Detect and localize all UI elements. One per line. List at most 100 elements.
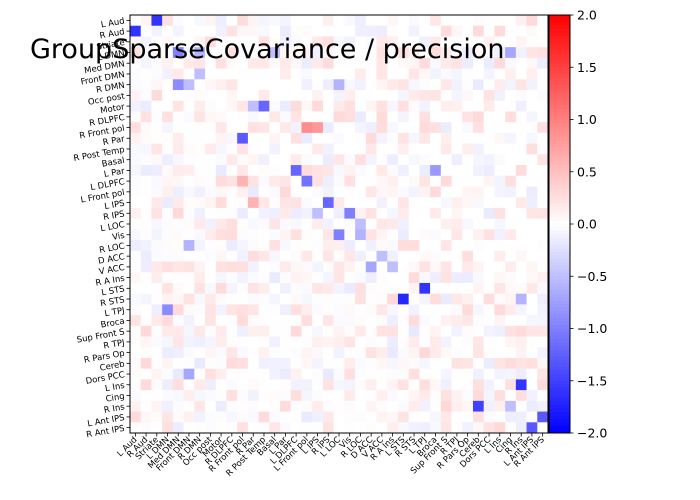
heatmap-cell <box>258 207 270 219</box>
heatmap-cell <box>355 272 367 284</box>
heatmap-cell <box>355 197 367 209</box>
heatmap-cell <box>515 79 527 91</box>
heatmap-cell <box>130 229 142 241</box>
heatmap-cell <box>301 47 313 59</box>
colorbar-swatch <box>549 290 570 295</box>
heatmap-cell <box>526 111 538 123</box>
heatmap-cell <box>462 390 474 402</box>
heatmap-cell <box>290 207 302 219</box>
heatmap-cell <box>451 15 463 27</box>
heatmap-cell <box>494 304 506 316</box>
heatmap-cell <box>344 47 356 59</box>
heatmap-cell <box>483 325 495 337</box>
heatmap-cell <box>162 282 174 294</box>
heatmap-cell <box>205 304 217 316</box>
heatmap-cell <box>355 229 367 241</box>
heatmap-cell <box>376 165 388 177</box>
heatmap-cell <box>333 207 345 219</box>
heatmap-cells <box>130 15 549 434</box>
heatmap-cell <box>515 390 527 402</box>
heatmap-cell <box>355 282 367 294</box>
heatmap-cell <box>151 57 163 69</box>
heatmap-cell <box>247 90 259 102</box>
heatmap-cell <box>472 229 484 241</box>
heatmap-cell <box>397 122 409 134</box>
heatmap-cell <box>237 25 249 37</box>
heatmap-cell <box>130 357 142 369</box>
heatmap-cell <box>215 132 227 144</box>
heatmap-cell <box>183 272 195 284</box>
y-tick-label: Broca <box>100 317 126 331</box>
heatmap-cell <box>387 218 399 230</box>
colorbar-swatch <box>549 109 570 113</box>
heatmap-cell <box>183 100 195 112</box>
heatmap-cell <box>172 315 184 327</box>
heatmap-cell <box>269 122 281 134</box>
heatmap-cell <box>537 154 549 166</box>
heatmap-cell <box>130 90 142 102</box>
heatmap-cell <box>226 57 238 69</box>
heatmap-cell <box>205 122 217 134</box>
heatmap-cell <box>172 111 184 123</box>
heatmap-cell <box>226 282 238 294</box>
heatmap-cell <box>515 261 527 273</box>
heatmap-cell <box>215 357 227 369</box>
heatmap-cell <box>333 357 345 369</box>
heatmap-cell <box>408 347 420 359</box>
heatmap-cell <box>494 143 506 155</box>
heatmap-cell <box>408 390 420 402</box>
heatmap-cell <box>333 122 345 134</box>
heatmap-cell <box>205 250 217 262</box>
colorbar-swatch <box>549 182 570 187</box>
heatmap-cell <box>172 400 184 412</box>
heatmap-cell <box>419 90 431 102</box>
heatmap-cell <box>472 422 484 434</box>
heatmap-cell <box>215 293 227 305</box>
heatmap-cell <box>226 15 238 27</box>
heatmap-cell <box>376 336 388 348</box>
heatmap-cell <box>194 293 206 305</box>
heatmap-cell <box>290 68 302 80</box>
heatmap-cell <box>226 122 238 134</box>
heatmap-cell <box>140 68 152 80</box>
heatmap-cell <box>140 400 152 412</box>
heatmap-cell <box>237 240 249 252</box>
heatmap-cell <box>237 304 249 316</box>
heatmap-cell <box>130 325 142 337</box>
heatmap-cell <box>162 422 174 434</box>
heatmap-cell <box>258 293 270 305</box>
heatmap-cell <box>269 229 281 241</box>
heatmap-cell <box>472 25 484 37</box>
heatmap-cell <box>472 325 484 337</box>
heatmap-cell <box>226 132 238 144</box>
heatmap-cell <box>280 293 292 305</box>
y-tick-label: R Par <box>102 134 126 148</box>
colorbar-swatch <box>549 349 570 354</box>
heatmap-cell <box>237 411 249 423</box>
heatmap-cell <box>130 368 142 380</box>
heatmap-cell <box>387 272 399 284</box>
heatmap-cell <box>483 165 495 177</box>
heatmap-cell <box>451 368 463 380</box>
heatmap-cell <box>333 100 345 112</box>
heatmap-cell <box>172 100 184 112</box>
heatmap-cell <box>205 272 217 284</box>
heatmap-cell <box>130 36 142 48</box>
heatmap-cell <box>419 347 431 359</box>
heatmap-cell <box>312 336 324 348</box>
colorbar-swatch <box>549 154 570 159</box>
heatmap-cell <box>280 240 292 252</box>
colorbar-swatch <box>549 42 570 47</box>
heatmap-cell <box>280 357 292 369</box>
heatmap-cell <box>483 240 495 252</box>
heatmap-cell <box>140 175 152 187</box>
heatmap-cell <box>151 100 163 112</box>
heatmap-cell <box>258 143 270 155</box>
heatmap-cell <box>419 143 431 155</box>
heatmap-cell <box>322 47 334 59</box>
heatmap-cell <box>301 368 313 380</box>
heatmap-cell <box>440 422 452 434</box>
heatmap-cell <box>194 68 206 80</box>
heatmap-cell <box>376 390 388 402</box>
